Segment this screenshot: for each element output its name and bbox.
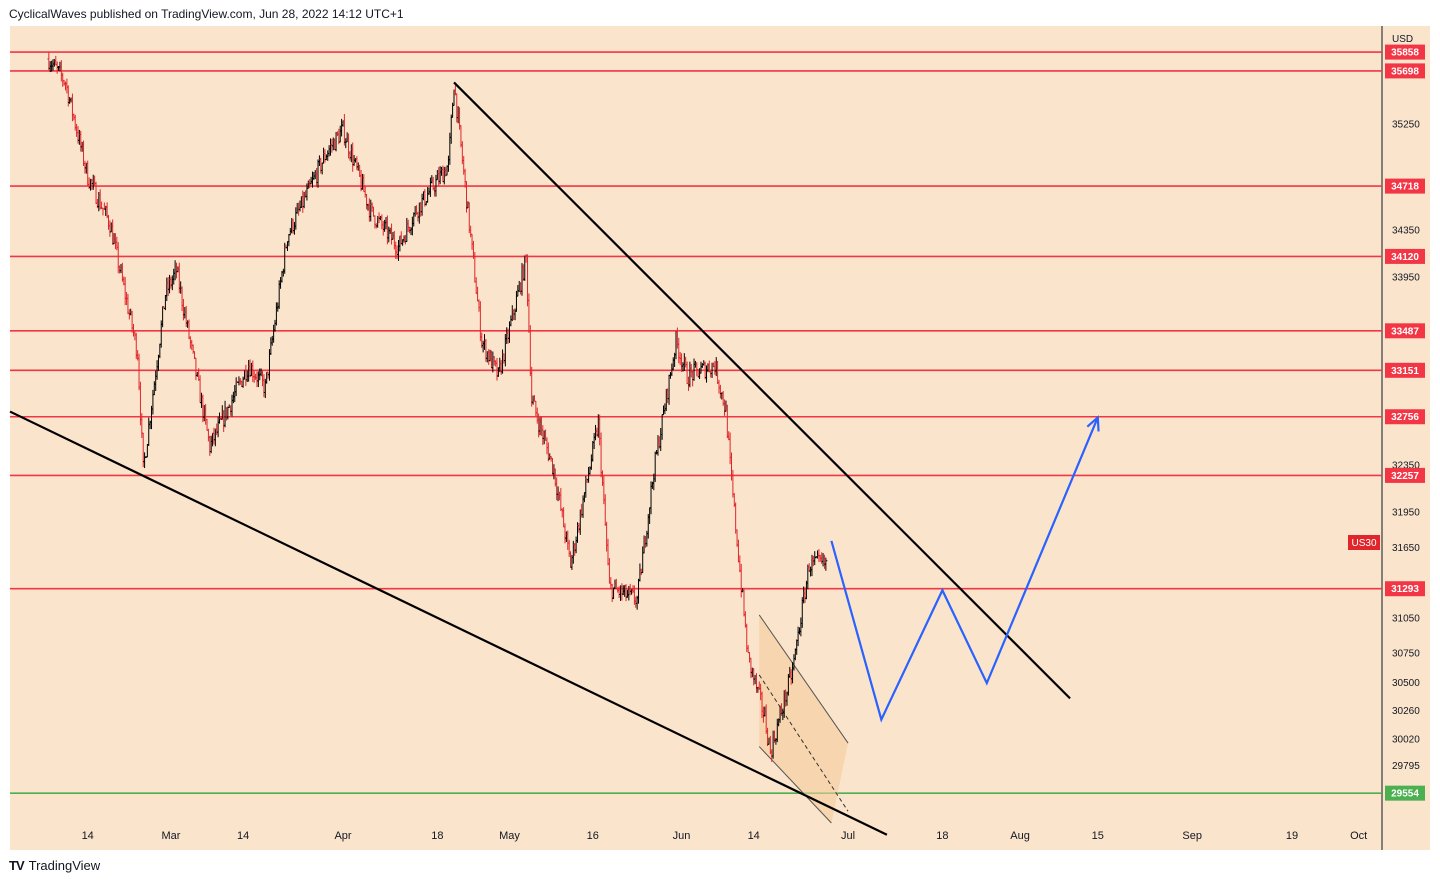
x-tick-label: 19 (1286, 830, 1298, 842)
level-badge-label: 31293 (1391, 584, 1419, 595)
level-badge (1385, 785, 1425, 801)
y-tick-label: 29795 (1392, 761, 1420, 772)
x-tick-label: 14 (82, 830, 94, 842)
x-tick-label: Aug (1010, 830, 1030, 842)
x-tick-label: Apr (334, 830, 351, 842)
level-badges: 35858 35698 34718 34120 33487 33151 32756 32257… (1385, 44, 1425, 801)
level-badge (1385, 362, 1425, 378)
x-tick-label: 14 (748, 830, 760, 842)
level-badge-label: 35698 (1391, 66, 1419, 77)
price-axis-background (1382, 26, 1430, 823)
projection-arrowhead (1086, 415, 1100, 432)
x-tick-label: May (499, 830, 520, 842)
y-tick-label: 31650 (1392, 543, 1420, 554)
channel-upper-line (758, 614, 849, 744)
level-badge (1385, 248, 1425, 264)
y-tick-label: 35250 (1392, 120, 1420, 131)
trend-layer (9, 81, 1071, 836)
x-tick-label: 15 (1092, 830, 1104, 842)
x-tick-label: 14 (237, 830, 249, 842)
tradingview-mark-icon: TV (9, 858, 25, 873)
publish-info: CyclicalWaves published on TradingView.c… (9, 7, 404, 21)
symbol-badge-label: US30 (1351, 538, 1376, 549)
level-badge-label: 29554 (1391, 789, 1419, 800)
descending-support-line (9, 410, 888, 836)
level-badge (1385, 409, 1425, 425)
y-tick-label: 33950 (1392, 272, 1420, 283)
symbol-badge: US30 (1348, 535, 1380, 550)
projection-path (830, 417, 1099, 723)
levels-layer (10, 51, 1382, 794)
candles-layer (47, 52, 828, 762)
x-tick-label: Oct (1350, 830, 1367, 842)
channel-mid-line (758, 674, 849, 812)
y-axis-ticks: 35250 34350 33950 32350 31950 31650 31050 30750… (1392, 120, 1420, 772)
projection-layer (830, 415, 1100, 723)
x-tick-label: 18 (936, 830, 948, 842)
time-axis-background (10, 823, 1430, 850)
x-tick-label: Jun (673, 830, 691, 842)
level-badge (1385, 44, 1425, 60)
y-tick-label: 30750 (1392, 649, 1420, 660)
x-tick-label: Mar (161, 830, 180, 842)
plot-background (10, 26, 1382, 823)
y-tick-label: 30020 (1392, 734, 1420, 745)
level-badge-label: 32756 (1391, 412, 1419, 423)
level-badge (1385, 581, 1425, 597)
y-tick-label: 31050 (1392, 613, 1420, 624)
level-badge-label: 35858 (1391, 48, 1419, 59)
x-axis-ticks: 14 Mar 14 Apr 18 May 16 Jun 14 Jul 18 Aug 15 Sep 19 Oct (82, 830, 1368, 842)
y-tick-label: 34350 (1392, 225, 1420, 236)
x-tick-label: Sep (1182, 830, 1202, 842)
level-badge (1385, 467, 1425, 483)
y-tick-label: 30260 (1392, 706, 1420, 717)
level-badge-label: 33151 (1391, 366, 1419, 377)
level-badge (1385, 323, 1425, 339)
level-badge-label: 34120 (1391, 252, 1419, 263)
level-badge-label: 32257 (1391, 471, 1419, 482)
tradingview-logo: TV TradingView (9, 858, 100, 873)
level-badge-label: 34718 (1391, 182, 1419, 193)
y-tick-label: 31950 (1392, 507, 1420, 518)
x-tick-label: 16 (587, 830, 599, 842)
level-badge (1385, 178, 1425, 194)
y-tick-label: 30500 (1392, 678, 1420, 689)
x-tick-label: Jul (841, 830, 855, 842)
level-badge (1385, 63, 1425, 79)
x-tick-label: 18 (431, 830, 443, 842)
channel-fill (759, 614, 849, 823)
level-badge-label: 33487 (1391, 326, 1419, 337)
tradingview-brand: TradingView (28, 858, 101, 873)
descending-resistance-line (453, 81, 1071, 700)
currency-label: USD (1392, 34, 1413, 45)
y-tick-label: 32350 (1392, 460, 1420, 471)
